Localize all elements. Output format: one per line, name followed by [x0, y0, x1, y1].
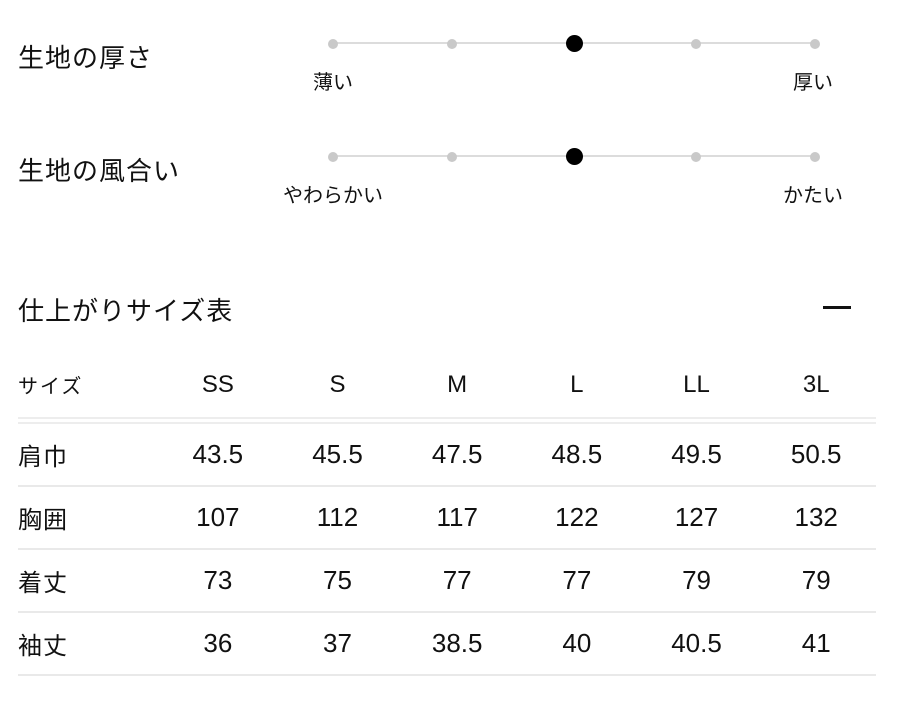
- meter-dot: [328, 151, 338, 162]
- meter-dot: [810, 38, 820, 49]
- measurement-value: 79: [801, 565, 831, 595]
- size-column-header: 3L: [802, 370, 830, 398]
- measurement-value: 49.5: [671, 439, 722, 469]
- measurement-value: 50.5: [790, 439, 842, 469]
- meter-dot: [565, 148, 583, 165]
- measurement-value: 45.5: [312, 439, 363, 469]
- measurement-value: 79: [682, 565, 711, 595]
- measurement-value: 37: [323, 628, 352, 658]
- measurement-value: 122: [555, 502, 599, 532]
- measurement-value: 112: [316, 502, 359, 532]
- size-section-header: 仕上がりサイズ表: [0, 285, 898, 329]
- header-divider: [18, 417, 876, 424]
- fabric-thickness-meter: 生地の厚さ 薄い 厚い: [0, 0, 898, 110]
- measurement-label: 袖丈: [18, 633, 68, 660]
- size-table-header-row: サイズ SS S M L LL 3L: [18, 352, 876, 417]
- measurement-value: 36: [203, 628, 233, 658]
- measurement-value: 75: [323, 565, 352, 595]
- measurement-value: 43.5: [192, 439, 244, 469]
- scale-min-label: 薄い: [313, 72, 353, 94]
- measurement-value: 41: [801, 628, 831, 658]
- scale-min-label: やわらかい: [283, 185, 383, 207]
- measurement-label: 肩巾: [18, 444, 68, 471]
- fabric-thickness-scale: [328, 35, 820, 52]
- size-column-header: L: [570, 370, 584, 398]
- measurement-label: 着丈: [18, 570, 68, 597]
- measurement-value: 117: [436, 502, 478, 532]
- measurement-value: 77: [562, 565, 592, 595]
- size-table: サイズ SS S M L LL 3L 肩巾 43.5 45.5 47.5 48.…: [18, 352, 876, 676]
- measurement-value: 107: [196, 502, 240, 532]
- size-section-title: 仕上がりサイズ表: [18, 296, 234, 326]
- meter-dot: [446, 151, 457, 162]
- meter-dot: [328, 38, 338, 49]
- collapse-section-button[interactable]: [809, 285, 865, 325]
- scale-max-label: 厚い: [793, 72, 833, 94]
- meter-dot: [565, 35, 583, 52]
- meter-dot: [446, 38, 457, 49]
- table-row: 袖丈 36 37 38.5 40 40.5 41: [18, 613, 876, 676]
- fabric-thickness-label: 生地の厚さ: [18, 43, 154, 73]
- meter-dot: [691, 151, 702, 162]
- table-row: 着丈 73 75 77 77 79 79: [18, 550, 876, 613]
- size-column-header: M: [447, 370, 468, 398]
- fabric-texture-scale: [328, 148, 820, 165]
- table-row: 胸囲 107 112 117 122 127 132: [18, 487, 876, 550]
- scale-max-label: かたい: [783, 185, 843, 207]
- fabric-texture-label: 生地の風合い: [18, 156, 181, 186]
- measurement-label: 胸囲: [18, 507, 68, 534]
- size-column-header: SS: [201, 370, 234, 398]
- measurement-value: 73: [203, 565, 233, 595]
- measurement-value: 47.5: [431, 439, 483, 469]
- size-column-header: S: [329, 370, 346, 398]
- meter-dot: [691, 38, 702, 49]
- measurement-value: 132: [794, 502, 838, 532]
- measurement-value: 38.5: [431, 628, 483, 658]
- measurement-value: 40: [562, 628, 592, 658]
- measurement-value: 48.5: [551, 439, 603, 469]
- measurement-value: 77: [442, 565, 472, 595]
- fabric-texture-meter: 生地の風合い やわらかい かたい: [0, 113, 898, 223]
- meter-dot: [810, 151, 820, 162]
- measurement-value: 127: [674, 502, 719, 532]
- minus-icon: [823, 306, 851, 309]
- measurement-value: 40.5: [671, 628, 722, 658]
- size-column-header: LL: [683, 370, 710, 398]
- size-column-header: サイズ: [18, 376, 84, 398]
- table-row: 肩巾 43.5 45.5 47.5 48.5 49.5 50.5: [18, 424, 876, 487]
